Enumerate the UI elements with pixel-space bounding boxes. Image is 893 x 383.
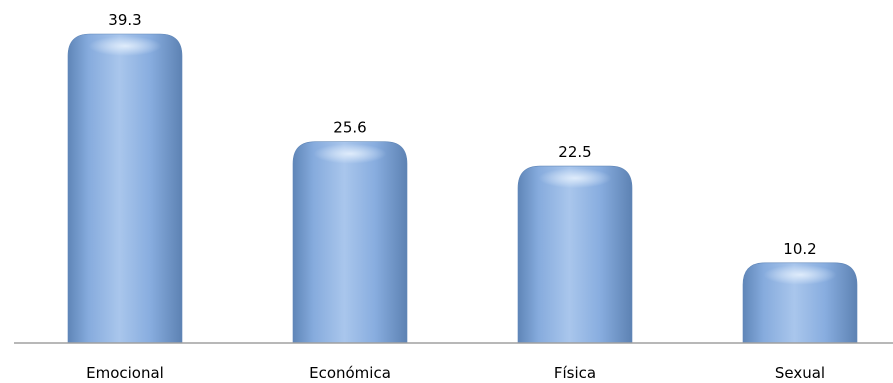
bar-highlight [538, 168, 612, 189]
x-tick-label: Sexual [775, 364, 825, 382]
labels-group: 39.3 Emocional 25.6 Económica 22.5 Física 10.2… [86, 11, 825, 382]
x-tick-label: Física [554, 364, 596, 382]
data-label: 22.5 [558, 143, 591, 161]
bars-group [67, 33, 858, 344]
x-tick-label: Económica [309, 364, 391, 382]
bar-highlight [88, 36, 162, 56]
bar-highlight [313, 143, 387, 164]
bar-emocional [67, 33, 183, 344]
data-label: 25.6 [333, 119, 366, 137]
bar-highlight [763, 264, 837, 285]
x-tick-label: Emocional [86, 364, 164, 382]
data-label: 10.2 [783, 240, 816, 258]
data-label: 39.3 [108, 11, 141, 29]
bar-económica [292, 141, 408, 344]
bar-física [517, 165, 633, 344]
bar-sexual [742, 262, 858, 344]
